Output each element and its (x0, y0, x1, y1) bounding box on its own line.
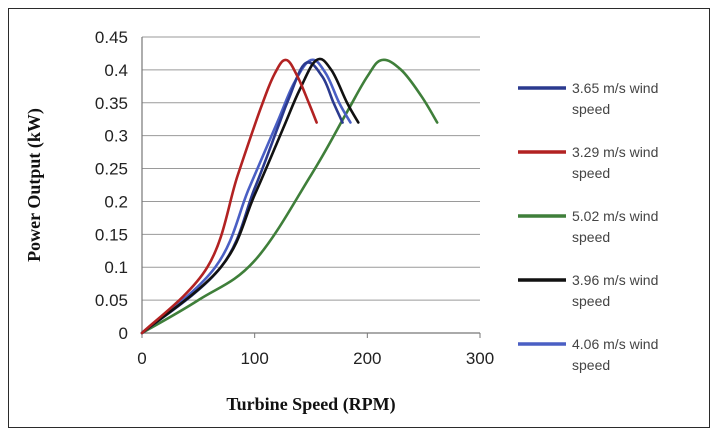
y-tick-label: 0.15 (95, 225, 128, 244)
x-tick-label: 0 (137, 349, 146, 368)
y-tick-label: 0.4 (104, 61, 128, 80)
legend-label: 3.65 m/s wind speed (572, 80, 658, 117)
y-tick-label: 0.2 (104, 192, 128, 211)
x-tick-label: 100 (240, 349, 268, 368)
tick-labels: 0 0.05 0.1 0.15 0.2 0.25 0.3 0.35 0.4 0.45 0 100 200… (95, 28, 494, 368)
legend-label: 4.06 m/s wind speed (572, 336, 658, 373)
legend-label: 5.02 m/s wind speed (572, 208, 658, 245)
y-axis-title: Power Output (kW) (24, 108, 45, 262)
grid-lines (142, 36, 480, 301)
x-tick-label: 300 (466, 349, 494, 368)
legend: 3.65 m/s wind speed 3.29 m/s wind speed 5.02… (518, 80, 658, 373)
y-tick-label: 0.35 (95, 94, 128, 113)
series-line (140, 58, 352, 335)
series-lines (140, 57, 439, 335)
y-tick-label: 0.1 (104, 258, 128, 277)
x-tick-label: 200 (353, 349, 381, 368)
series-line (140, 57, 360, 335)
legend-label: 3.29 m/s wind speed (572, 144, 658, 181)
series-line (140, 58, 318, 335)
y-tick-label: 0.25 (95, 160, 128, 179)
series-line (140, 58, 439, 335)
y-tick-label: 0 (119, 324, 128, 343)
y-tick-label: 0.45 (95, 28, 128, 47)
x-axis-title: Turbine Speed (RPM) (226, 394, 395, 415)
chart-frame (8, 8, 710, 428)
legend-label: 3.96 m/s wind speed (572, 272, 658, 309)
y-tick-label: 0.05 (95, 291, 128, 310)
y-tick-label: 0.3 (104, 127, 128, 146)
